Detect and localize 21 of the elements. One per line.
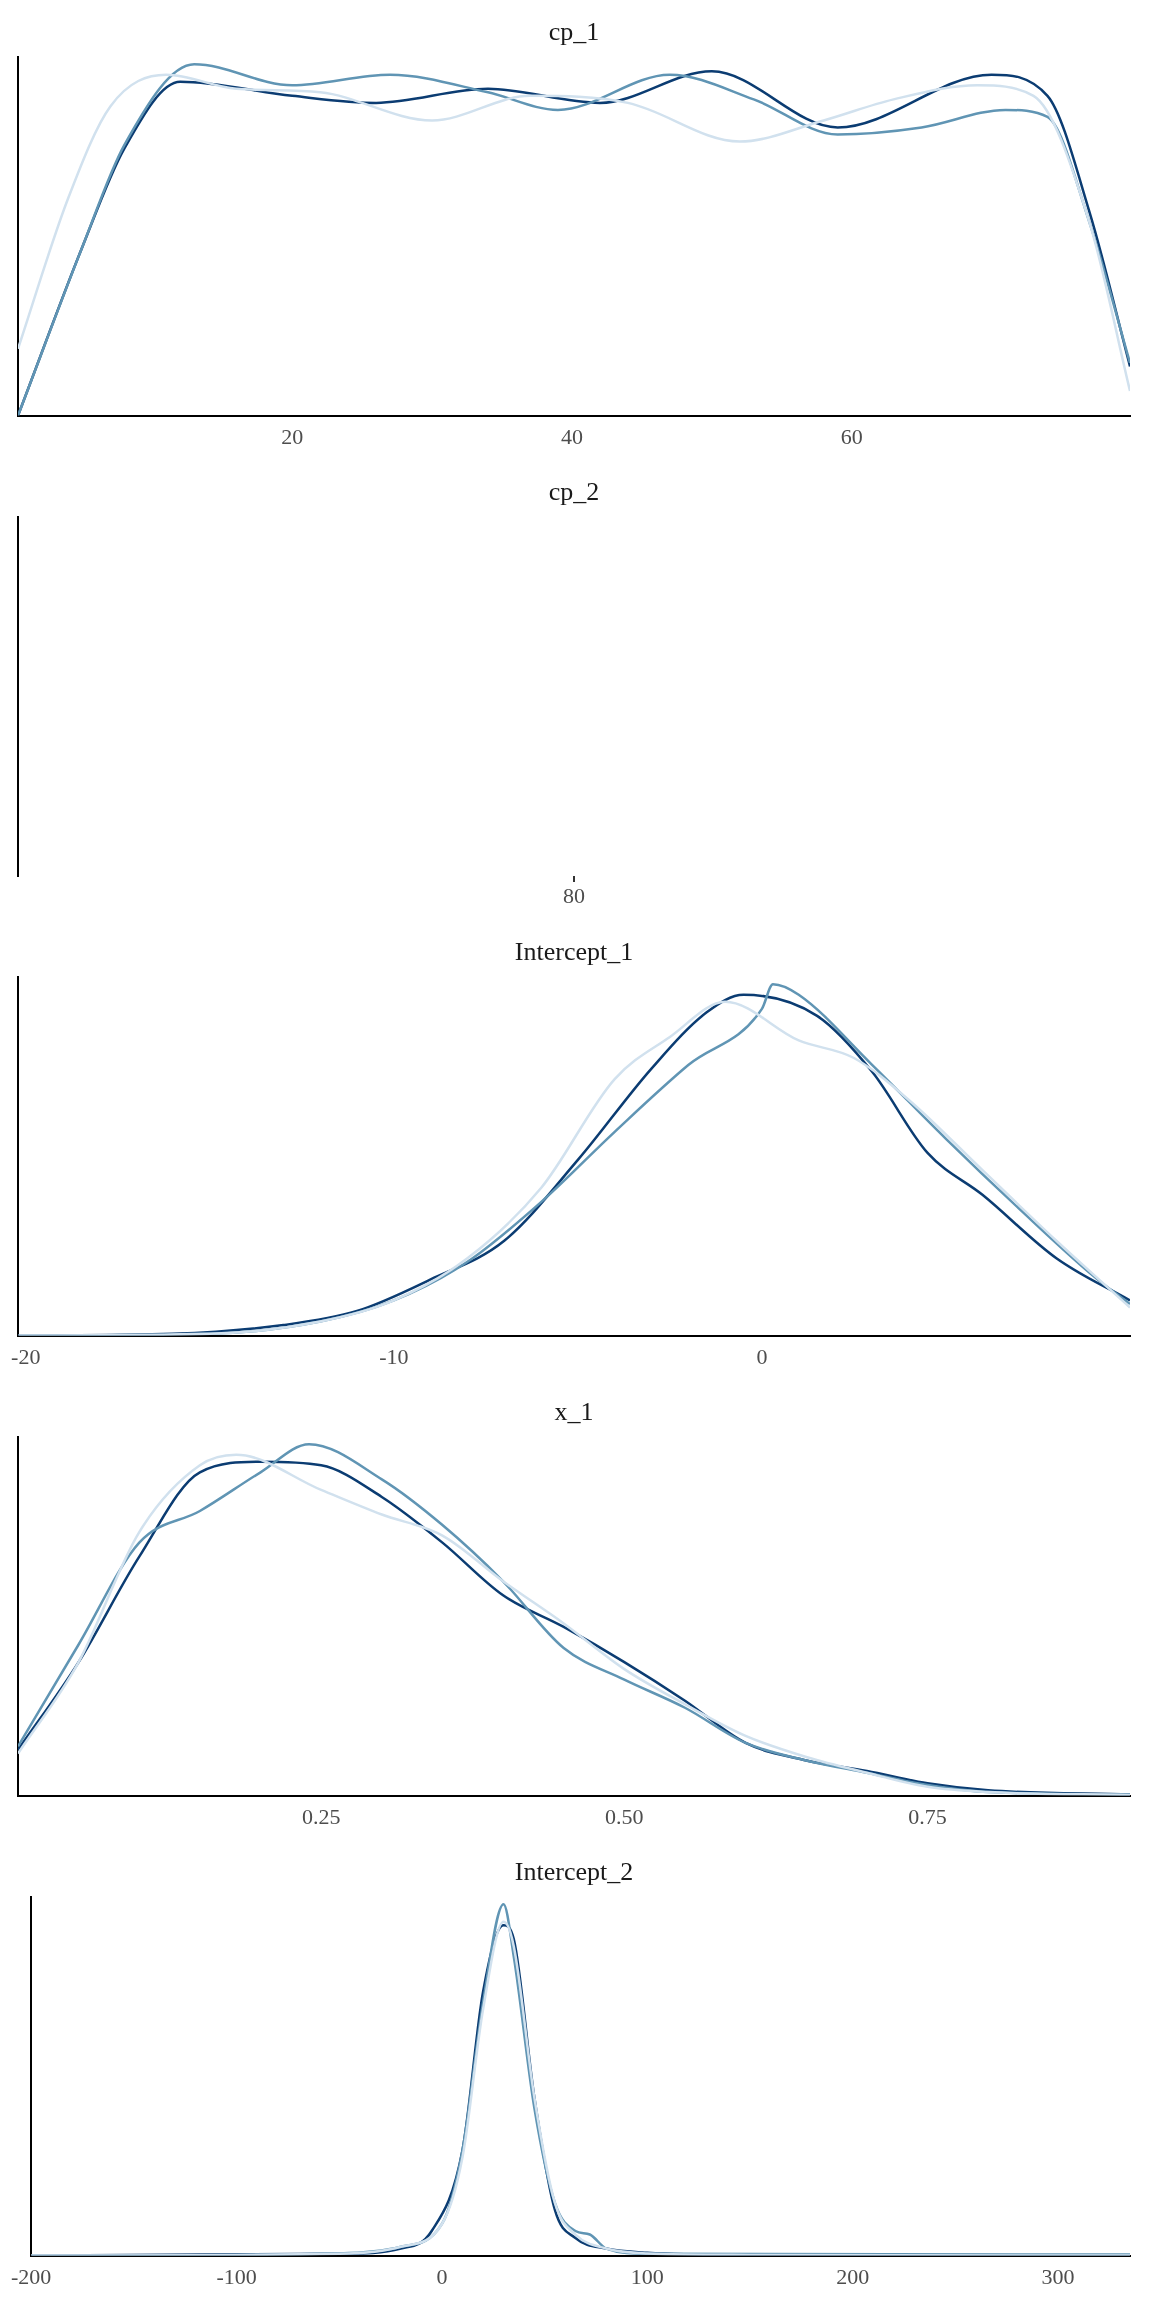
chart-title: Intercept_2 [514, 1857, 634, 1887]
chart-title: cp_1 [548, 17, 600, 47]
x-tick-label: -200 [11, 2263, 52, 2289]
x-tick-label: 0.75 [908, 1803, 947, 1829]
x-tick-label: 20 [281, 423, 304, 449]
x-tick-label: 40 [560, 423, 583, 449]
x-tick-label: 100 [630, 2263, 664, 2289]
x-tick-label: 0.50 [605, 1803, 644, 1829]
x-tick-label: -20 [11, 1343, 41, 1369]
x-tick-label: -100 [216, 2263, 257, 2289]
chart-title: Intercept_1 [514, 937, 634, 967]
x-tick-label: 300 [1041, 2263, 1075, 2289]
text: cp_2 [548, 477, 600, 507]
x-tick-label: 60 [840, 423, 863, 449]
x-tick-label: 0.25 [301, 1803, 341, 1829]
x-tick-label: 200 [836, 2263, 870, 2289]
x-tick-label: 0 [756, 1343, 768, 1369]
text: 80 [563, 882, 585, 908]
x-tick-label: -10 [379, 1343, 409, 1369]
x-tick-label: 0 [436, 2263, 448, 2289]
chart-title: x_1 [554, 1397, 594, 1427]
